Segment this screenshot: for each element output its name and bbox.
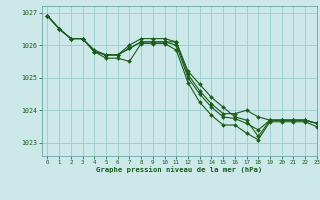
X-axis label: Graphe pression niveau de la mer (hPa): Graphe pression niveau de la mer (hPa) <box>96 167 262 173</box>
